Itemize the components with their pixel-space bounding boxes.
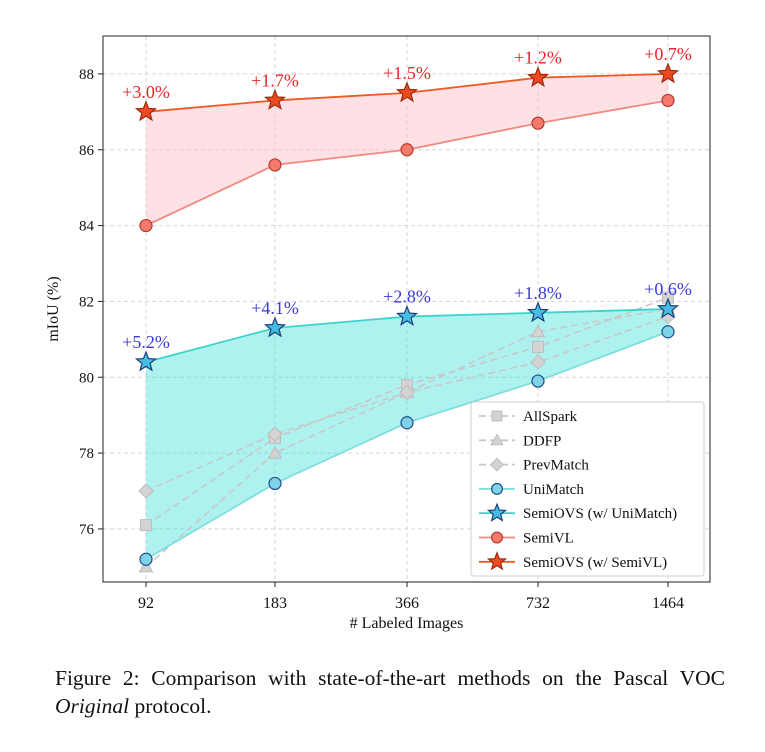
- data-point: [263, 316, 287, 338]
- data-point: [395, 81, 419, 103]
- x-tick-label: 183: [263, 595, 287, 612]
- y-tick-label: 82: [79, 294, 94, 310]
- y-axis-label: mIoU (%): [45, 276, 62, 341]
- legend-box: [470, 401, 705, 577]
- gain-annotation: +1.2%: [514, 48, 562, 68]
- legend-marker: [491, 482, 504, 495]
- data-point: [139, 218, 153, 233]
- gain-annotation: +0.7%: [644, 44, 692, 64]
- chart-figure: +3.0% +1.7% +1.5% +1.2% +0.7% +5.2% +4.1% +2.8%…: [45, 35, 711, 632]
- legend-marker: [491, 410, 503, 422]
- data-point: [661, 93, 675, 108]
- legend-marker: [486, 502, 508, 522]
- data-point: [134, 100, 158, 122]
- legend-marker: [486, 551, 508, 571]
- gain-annotation: +0.6%: [644, 279, 692, 299]
- y-tick-label: 88: [79, 67, 94, 83]
- data-point: [656, 297, 680, 319]
- legend-label: PrevMatch: [523, 458, 589, 474]
- data-point: [530, 354, 546, 370]
- gain-annotation: +1.8%: [514, 283, 562, 303]
- y-tick-label: 76: [79, 522, 95, 538]
- legend-marker: [489, 457, 505, 472]
- series-unimatch: [139, 325, 675, 566]
- series-semivl: [139, 93, 675, 233]
- x-tick-label: 1464: [652, 595, 684, 612]
- series-line: [145, 308, 669, 568]
- legend-label: SemiOVS (w/ UniMatch): [523, 506, 677, 522]
- gain-annotation: +1.7%: [251, 70, 299, 90]
- y-tick-label: 80: [79, 370, 94, 386]
- data-point: [395, 304, 419, 327]
- data-point: [140, 519, 152, 532]
- y-tick-label: 86: [79, 143, 95, 159]
- legend: AllSpark DDFP PrevMatch UniMatch SemiOVS (w/…: [470, 401, 705, 577]
- legend-label: AllSpark: [523, 409, 578, 425]
- legend-label: SemiVL: [523, 531, 574, 547]
- data-point: [138, 483, 154, 499]
- gain-annotation: +5.2%: [122, 332, 170, 352]
- data-point: [268, 476, 282, 491]
- gain-annotation: +3.0%: [122, 82, 170, 102]
- data-point: [400, 143, 414, 157]
- legend-label: SemiOVS (w/ SemiVL): [523, 555, 667, 571]
- data-point: [267, 445, 283, 459]
- legend-label: UniMatch: [523, 482, 584, 498]
- gain-annotation: +1.5%: [383, 63, 431, 83]
- caption-prefix: Figure 2: Comparison with state-of-the-a…: [55, 666, 725, 690]
- data-point: [134, 350, 158, 372]
- y-axis: 76 78 80 82 84 86 88 mIoU (%): [45, 67, 103, 538]
- data-point: [138, 559, 154, 573]
- data-point: [526, 301, 550, 323]
- data-point: [267, 426, 283, 442]
- data-point: [268, 158, 282, 172]
- legend-label: DDFP: [523, 433, 561, 449]
- data-point: [399, 384, 415, 401]
- caption-suffix: protocol.: [129, 694, 212, 718]
- legend-marker: [490, 433, 504, 446]
- x-tick-label: 92: [138, 595, 154, 612]
- gain-annotation: +4.1%: [251, 298, 299, 318]
- data-point: [531, 374, 545, 388]
- x-tick-label: 732: [526, 595, 550, 612]
- gain-annotation: +2.8%: [383, 287, 431, 307]
- x-tick-label: 366: [395, 595, 419, 612]
- y-tick-label: 78: [79, 446, 94, 462]
- data-point: [263, 88, 287, 110]
- x-axis-label: # Labeled Images: [350, 615, 464, 632]
- chart-svg: +3.0% +1.7% +1.5% +1.2% +0.7% +5.2% +4.1% +2.8%…: [45, 35, 711, 632]
- data-point: [532, 340, 544, 353]
- data-point: [656, 62, 680, 84]
- series-semiovs-w-semivl-: [134, 62, 680, 122]
- data-point: [530, 324, 546, 338]
- data-point: [661, 325, 675, 339]
- caption-emphasis: Original: [55, 694, 130, 718]
- data-point: [526, 66, 550, 88]
- y-tick-label: 84: [79, 219, 95, 235]
- fill-band: [146, 309, 668, 560]
- legend-marker: [491, 531, 504, 544]
- figure-caption: Figure 2: Comparison with state-of-the-a…: [55, 664, 725, 720]
- data-point: [139, 552, 153, 566]
- x-axis: 92 183 366 732 1464 # Labeled Images: [138, 582, 684, 632]
- data-point: [400, 416, 414, 430]
- data-point: [531, 116, 545, 130]
- series-semiovs-w-unimatch-: [134, 297, 680, 372]
